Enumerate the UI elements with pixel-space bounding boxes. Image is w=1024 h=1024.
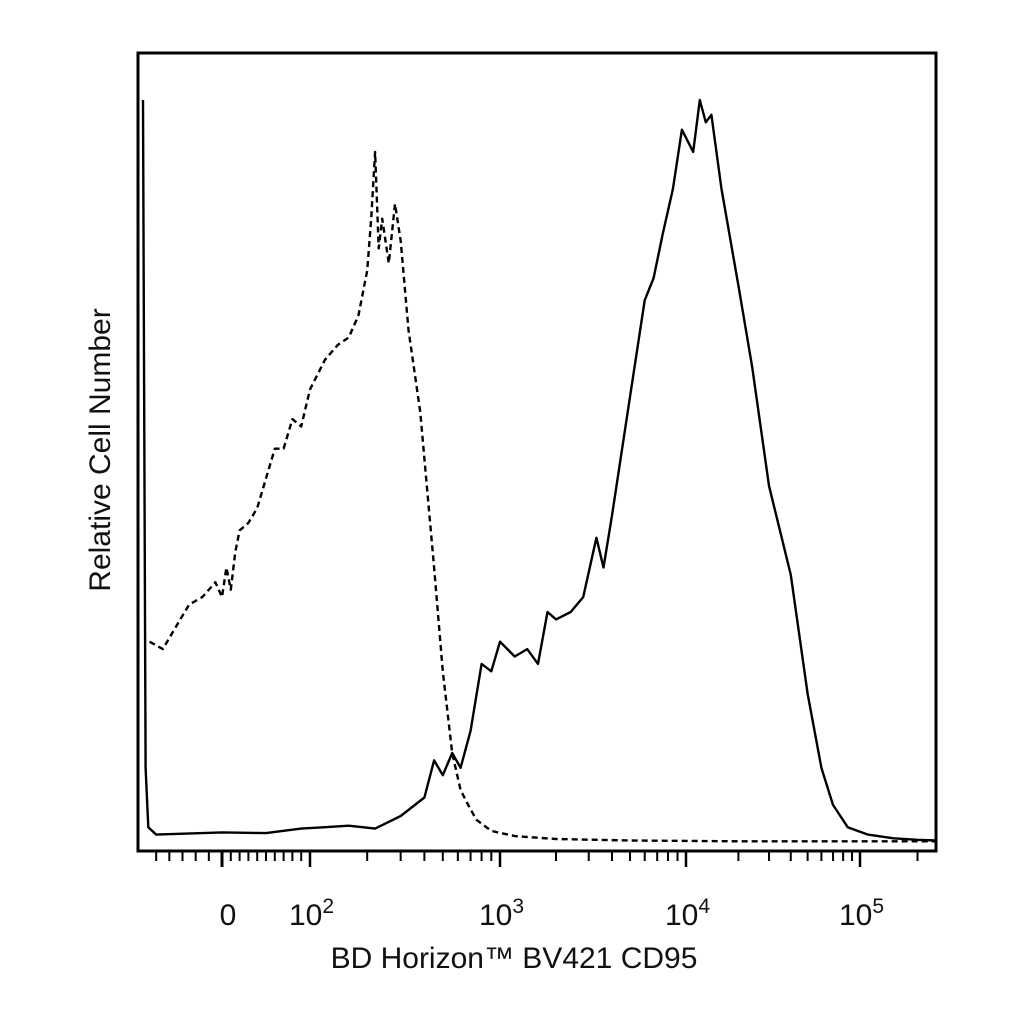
series-layer	[141, 98, 937, 843]
series-dashed-histogram	[149, 150, 936, 843]
x-tick-labels: 0 102 103 104 105	[220, 895, 884, 932]
series-solid-histogram	[141, 98, 937, 842]
x-tick-label: 103	[479, 895, 524, 932]
x-tick-label: 104	[665, 895, 710, 932]
x-tick-label: 0	[220, 899, 237, 932]
y-axis-label: Relative Cell Number	[84, 308, 117, 591]
x-axis-ticks	[155, 851, 919, 867]
x-axis-label: BD Horizon™ BV421 CD95	[331, 942, 698, 975]
x-tick-label: 102	[289, 895, 334, 932]
x-tick-label: 105	[839, 895, 884, 932]
plot-frame	[136, 51, 938, 853]
